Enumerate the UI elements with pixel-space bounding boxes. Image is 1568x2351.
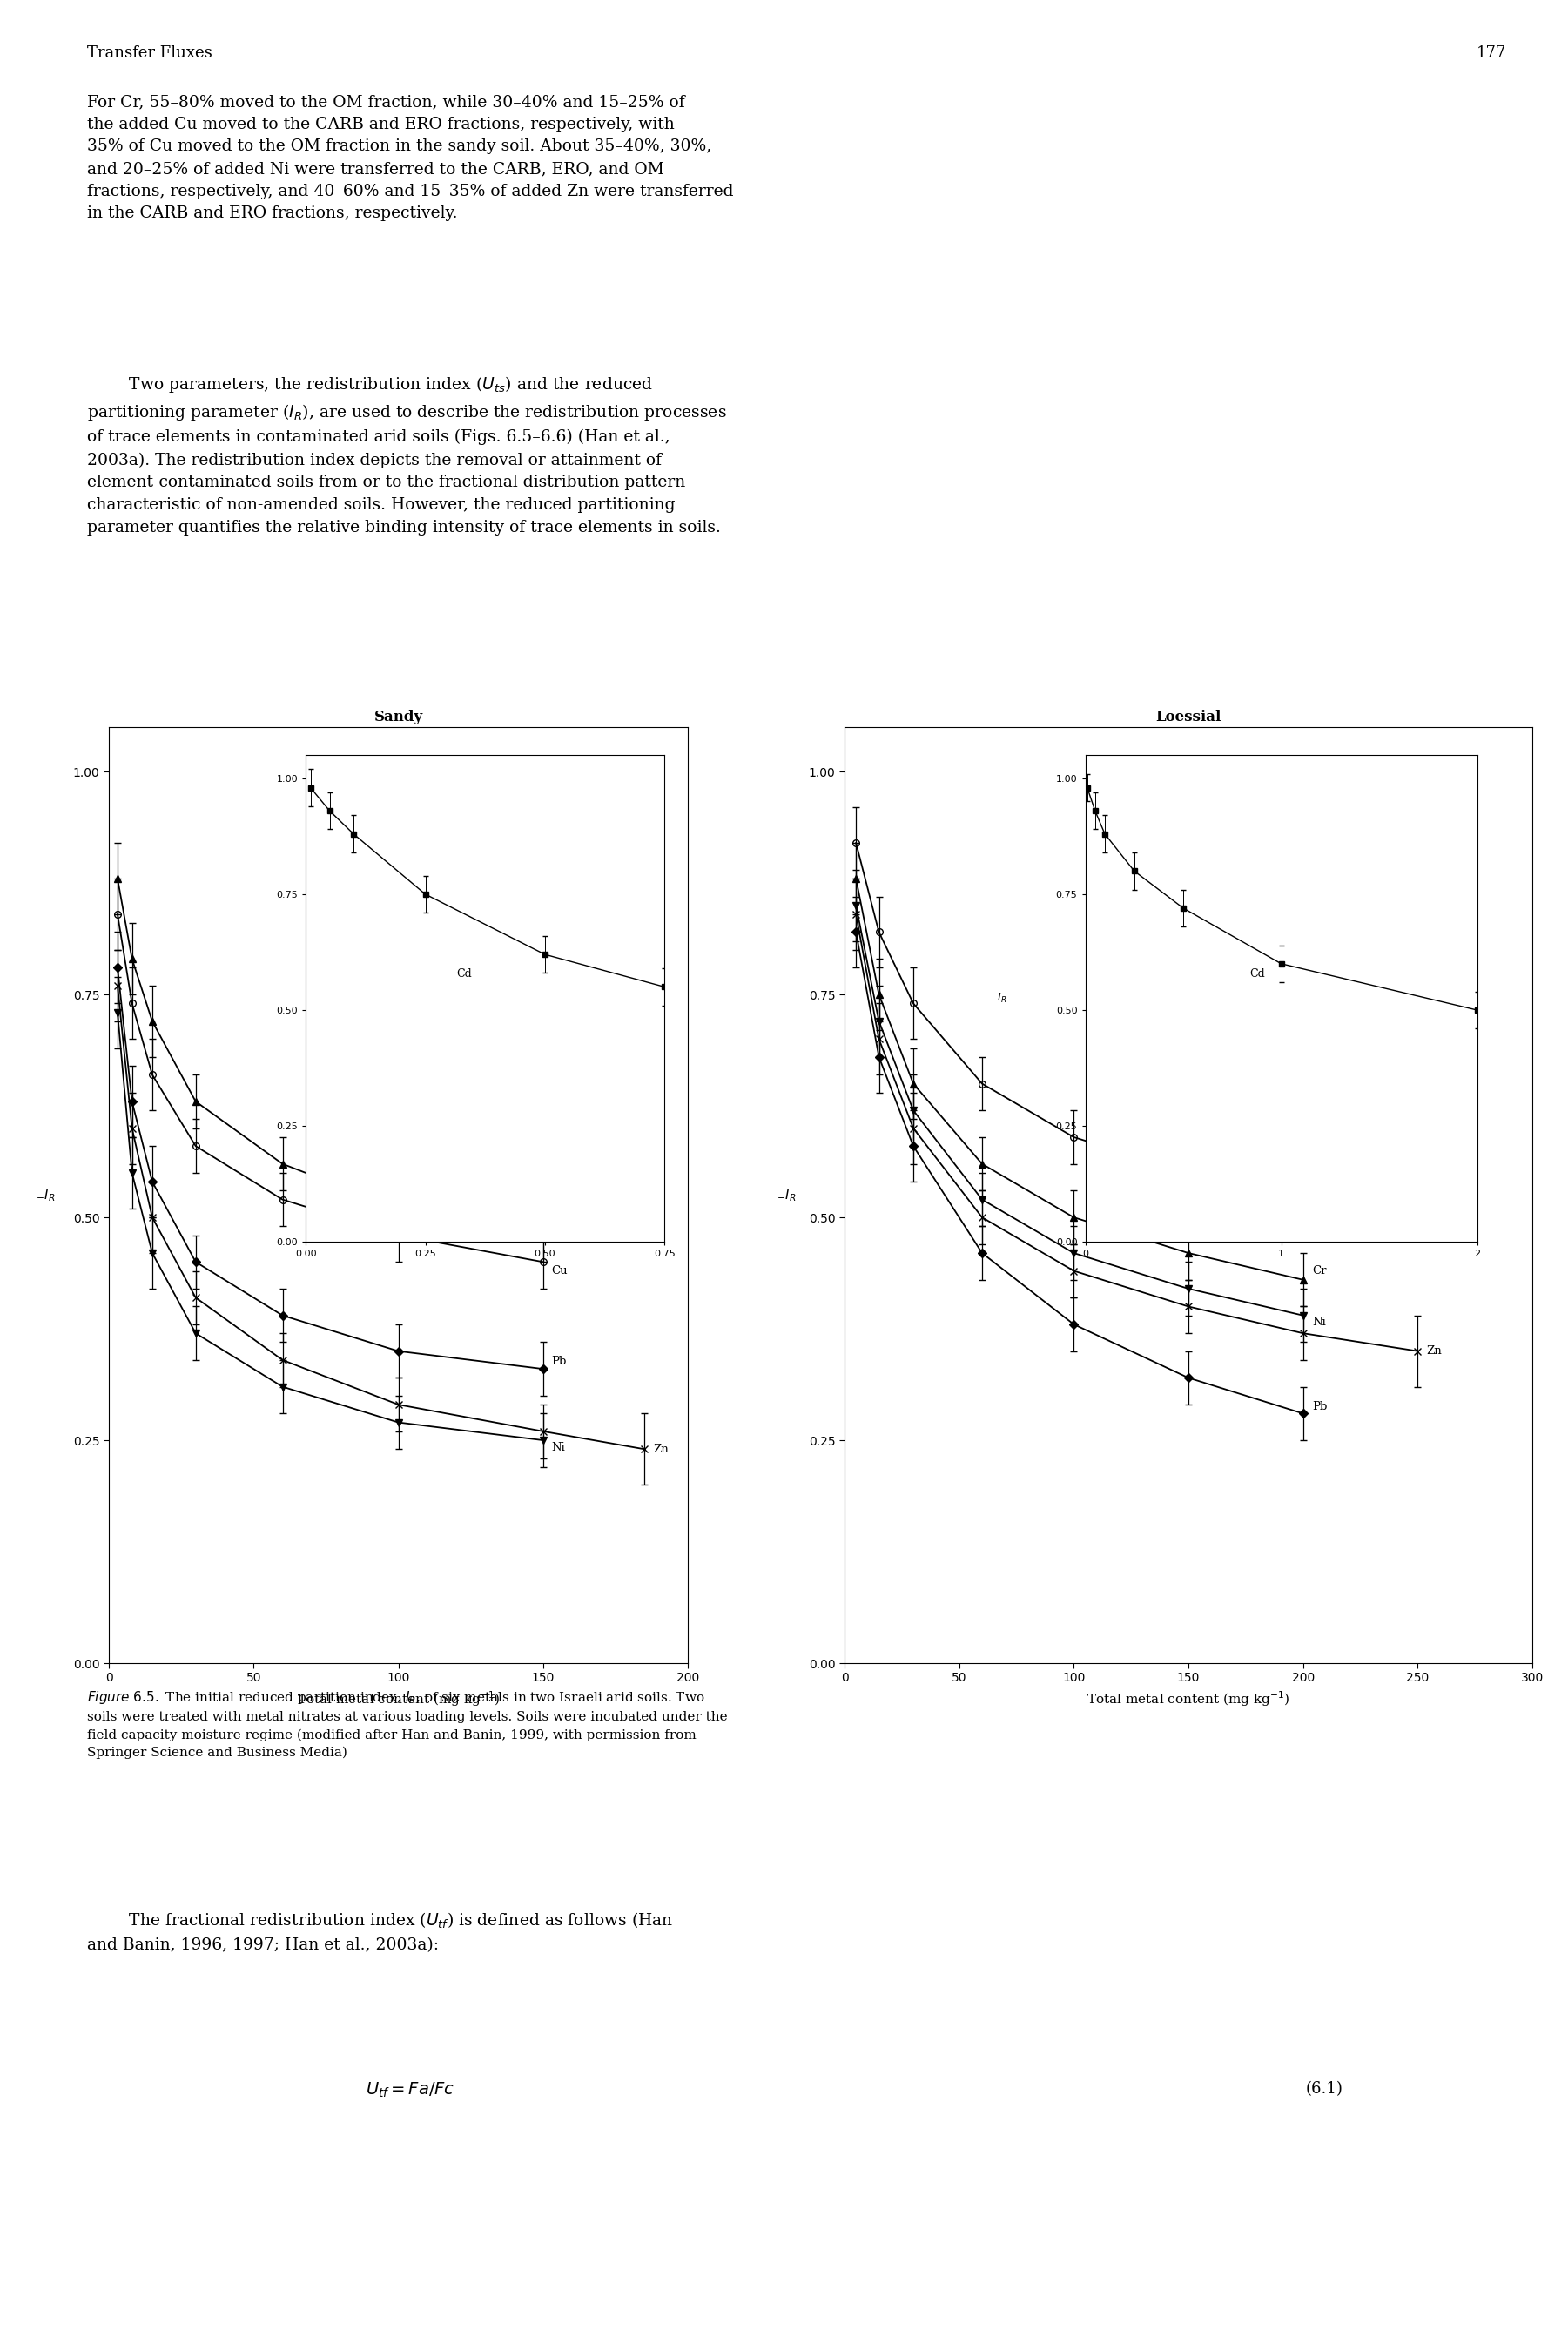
X-axis label: Total metal content (mg kg$^{-1}$): Total metal content (mg kg$^{-1}$) <box>296 1690 500 1709</box>
Text: Cr: Cr <box>552 1220 566 1232</box>
Text: $_{-}I_R$: $_{-}I_R$ <box>991 992 1007 1006</box>
Text: $\it{Figure\ 6.5.}$ The initial reduced partition index, $I_R$, of six metals in: $\it{Figure\ 6.5.}$ The initial reduced … <box>88 1690 728 1759</box>
Text: 177: 177 <box>1477 45 1507 61</box>
Title: Loessial: Loessial <box>1156 710 1221 724</box>
Text: $_{-}I_R$: $_{-}I_R$ <box>776 1187 797 1204</box>
Text: For Cr, 55–80% moved to the OM fraction, while 30–40% and 15–25% of
the added Cu: For Cr, 55–80% moved to the OM fraction,… <box>88 94 734 221</box>
Text: The fractional redistribution index ($U_{tf}$) is defined as follows (Han
and Ba: The fractional redistribution index ($U_… <box>88 1911 673 1954</box>
Text: Zn: Zn <box>652 1444 668 1455</box>
Text: Ni: Ni <box>552 1441 566 1453</box>
Text: Cr: Cr <box>1312 1265 1327 1277</box>
Text: $_{-}I_R$: $_{-}I_R$ <box>36 1187 55 1204</box>
Text: (6.1): (6.1) <box>1306 2081 1344 2097</box>
Text: Cu: Cu <box>1312 1211 1328 1223</box>
Title: Sandy: Sandy <box>373 710 423 724</box>
Text: Ni: Ni <box>1312 1317 1327 1328</box>
Text: $U_{tf}=Fa/Fc$: $U_{tf}=Fa/Fc$ <box>365 2081 455 2099</box>
X-axis label: Total metal content (mg kg$^{-1}$): Total metal content (mg kg$^{-1}$) <box>1087 1690 1290 1709</box>
Text: Zn: Zn <box>1427 1345 1443 1357</box>
Text: Two parameters, the redistribution index ($U_{ts}$) and the reduced
partitioning: Two parameters, the redistribution index… <box>88 374 726 536</box>
Text: Transfer Fluxes: Transfer Fluxes <box>88 45 212 61</box>
Text: Cd: Cd <box>456 969 472 980</box>
Text: Cu: Cu <box>552 1265 568 1277</box>
Text: Cd: Cd <box>1250 969 1265 980</box>
Text: Pb: Pb <box>552 1357 568 1368</box>
Text: Pb: Pb <box>1312 1401 1328 1413</box>
